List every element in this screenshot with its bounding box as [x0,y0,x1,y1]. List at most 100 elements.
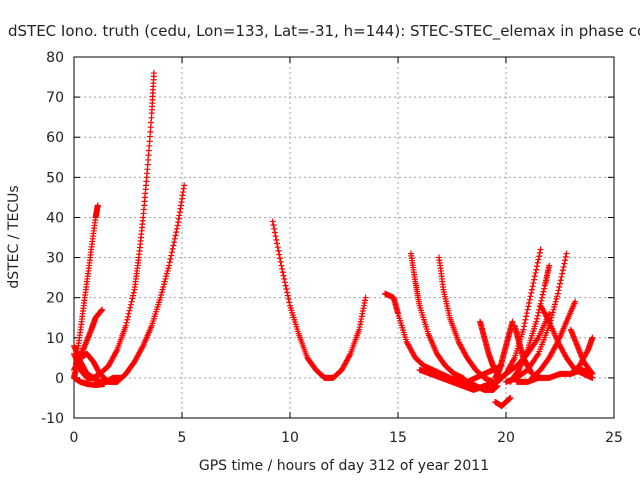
data-point [150,70,157,77]
data-point [540,288,547,295]
data-point [168,252,175,259]
x-tick-label: 0 [70,430,79,446]
data-point [170,242,177,249]
data-point [526,300,533,307]
data-point [158,289,165,296]
data-point [549,312,556,319]
series-13 [492,394,514,409]
x-tick-label: 15 [389,430,407,446]
data-point [533,266,540,273]
data-point [278,262,285,269]
data-point [523,310,530,317]
data-point [101,380,108,387]
data-point [362,294,369,301]
data-point [534,352,541,359]
data-point [346,352,353,359]
data-point [285,296,292,303]
data-point [549,309,556,316]
data-point [113,348,120,355]
series-22 [567,326,596,377]
data-point [534,259,541,266]
data-point [527,293,534,300]
data-point [539,294,545,301]
data-point [537,246,544,253]
data-point [550,306,557,313]
data-point [532,269,539,276]
data-point [166,262,173,269]
data-point [279,265,286,272]
data-point [173,225,180,232]
data-point [534,312,541,319]
data-point [563,250,570,257]
data-point [556,283,563,290]
y-tick-label: 0 [55,371,64,387]
y-tick-label: 50 [46,170,64,186]
data-point [271,225,278,232]
data-point [551,304,558,311]
data-point [535,309,542,316]
data-point [572,298,579,305]
data-point [173,229,180,236]
y-tick-label: -10 [41,411,64,427]
data-point [123,319,130,326]
data-point [122,322,129,329]
data-point [557,280,563,287]
data-point [282,282,289,289]
data-point [528,286,535,293]
data-points [71,70,596,409]
data-point [286,299,293,306]
data-point [130,289,137,296]
data-point [276,251,283,258]
data-point [536,249,543,256]
x-tick-labels: 0 5 10 15 20 25 [70,430,623,446]
x-tick-label: 20 [497,430,515,446]
data-point [171,239,178,246]
data-point [552,298,559,305]
data-point [507,394,514,401]
data-point [159,286,166,293]
data-point [272,233,279,240]
data-point [284,292,291,299]
y-tick-label: 60 [46,130,64,146]
data-point [521,320,528,327]
data-point [554,293,561,300]
data-point [528,289,535,296]
data-point [270,222,277,229]
data-point [279,269,286,276]
series-1 [71,70,157,381]
data-point [125,310,132,317]
data-point [158,291,165,298]
data-point [157,294,164,301]
data-point [524,306,531,313]
y-tick-label: 10 [46,331,64,347]
data-point [562,253,569,260]
data-point [271,229,278,236]
data-point [99,306,106,313]
data-point [530,279,537,286]
data-point [553,296,560,303]
data-point [545,317,552,324]
series-3 [71,182,188,385]
data-point [535,256,542,263]
y-tick-label: 70 [46,90,64,106]
data-point [275,247,282,254]
x-tick-label: 10 [281,430,299,446]
data-point [531,276,538,283]
data-point [531,273,538,280]
data-point [559,267,566,274]
data-point [523,313,530,320]
axis-ticks [73,56,615,419]
series-15 [487,246,544,389]
data-point [283,285,290,292]
data-point [509,318,516,325]
data-point [171,235,178,242]
data-point [166,259,173,266]
data-point [557,277,564,284]
data-point [588,369,595,376]
data-point [521,323,527,330]
data-point [558,273,565,280]
data-point [522,316,529,323]
data-point [162,275,169,282]
data-point [181,182,188,189]
